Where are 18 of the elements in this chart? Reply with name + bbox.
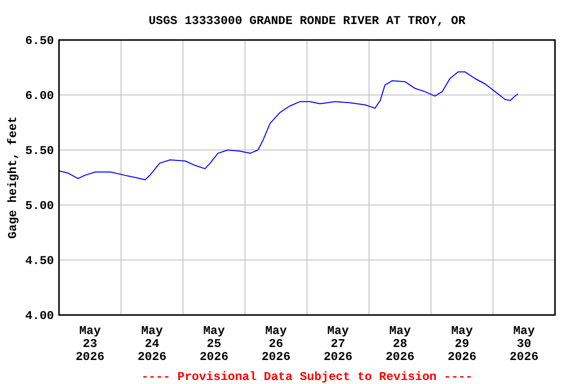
x-tick-label: May 29 2026 xyxy=(448,324,476,364)
x-tick-label: May 26 2026 xyxy=(262,324,290,364)
y-tick-label: 5.50 xyxy=(25,144,54,158)
y-tick-label: 6.00 xyxy=(25,89,54,104)
x-tick-label: May 25 2026 xyxy=(200,324,228,364)
x-tick-label: May 24 2026 xyxy=(138,324,166,364)
y-axis-title: Gage height, feet xyxy=(6,116,20,239)
text: ---- Provisional Data Subject to Revision ---- xyxy=(141,370,473,384)
x-tick-label: May 28 2026 xyxy=(386,324,414,364)
line-series xyxy=(58,71,518,180)
y-tick-label: 6.50 xyxy=(25,34,54,48)
y-tick-label: 4.00 xyxy=(25,309,54,324)
x-tick-label: May 23 2026 xyxy=(76,324,104,364)
chart-title: USGS 13333000 GRANDE RONDE RIVER AT TROY, OR xyxy=(148,14,466,28)
x-tick-label: May 27 2026 xyxy=(324,324,352,364)
x-tick-label: May 30 2026 xyxy=(510,324,538,364)
y-tick-label: 4.50 xyxy=(25,254,54,268)
y-tick-label: 5.00 xyxy=(25,199,54,214)
